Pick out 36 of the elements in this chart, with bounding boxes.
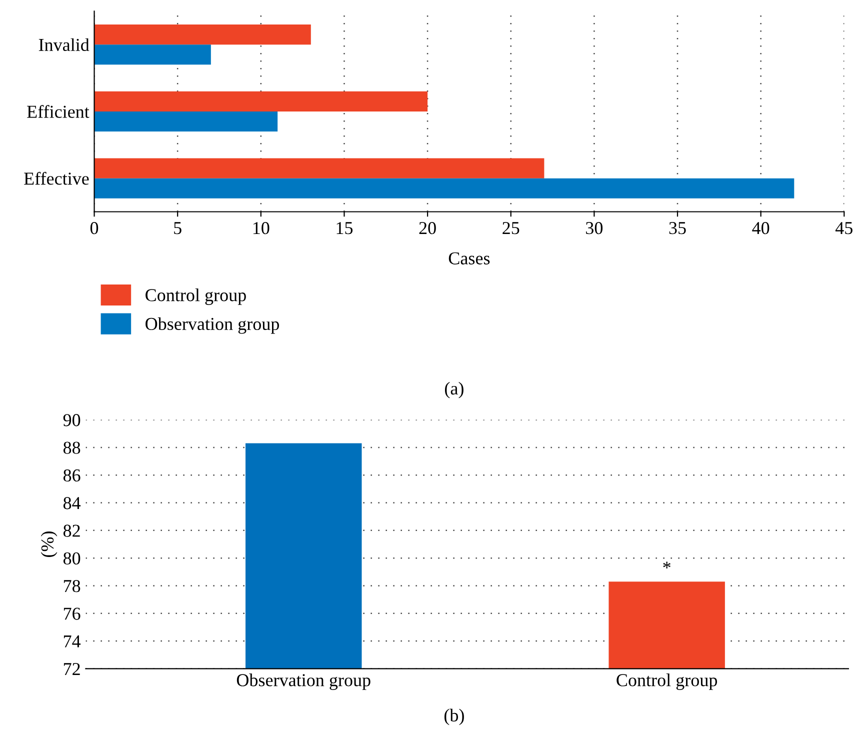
x-tick-label: 10 — [253, 222, 270, 234]
x-tick-label: 25 — [502, 222, 520, 234]
y-tick-label: Efficient — [27, 105, 90, 118]
y-tick-label: 72 — [64, 663, 80, 675]
x-tick-label: 0 — [90, 222, 98, 234]
y-tick-label: 74 — [64, 635, 81, 648]
legend-label: Observation group — [146, 317, 280, 334]
x-tick-label: 45 — [835, 222, 852, 234]
x-tick-label: 15 — [336, 222, 353, 234]
y-tick-label: 86 — [63, 469, 80, 482]
annotation: * — [663, 562, 670, 568]
y-tick-label: Effective — [24, 172, 89, 185]
text: (b) — [444, 708, 464, 726]
y-tick-label: 88 — [63, 442, 80, 454]
y-tick-label: 78 — [64, 580, 80, 592]
y-tick-label: 76 — [64, 608, 80, 620]
bar — [94, 91, 428, 112]
y-tick-label: 90 — [63, 414, 80, 426]
y-tick-label: 82 — [63, 524, 80, 537]
x-axis-title: Cases — [448, 252, 490, 264]
x-tick-label: 35 — [669, 222, 686, 234]
text: (a) — [444, 382, 464, 398]
bar — [94, 24, 311, 45]
x-tick-label: 20 — [419, 222, 436, 234]
bar — [94, 178, 794, 198]
bar — [94, 44, 211, 65]
x-tick-label: 5 — [174, 222, 182, 234]
y-axis-title: (%) — [40, 532, 58, 557]
x-tick-label: 30 — [586, 222, 603, 234]
y-tick-label: 80 — [63, 552, 80, 565]
bar — [94, 111, 278, 132]
x-tick-label: 40 — [752, 222, 770, 234]
y-tick-label: Invalid — [38, 38, 90, 52]
y-tick-label: 84 — [63, 497, 81, 510]
legend-label: Control group — [146, 288, 246, 305]
bar — [94, 158, 544, 178]
